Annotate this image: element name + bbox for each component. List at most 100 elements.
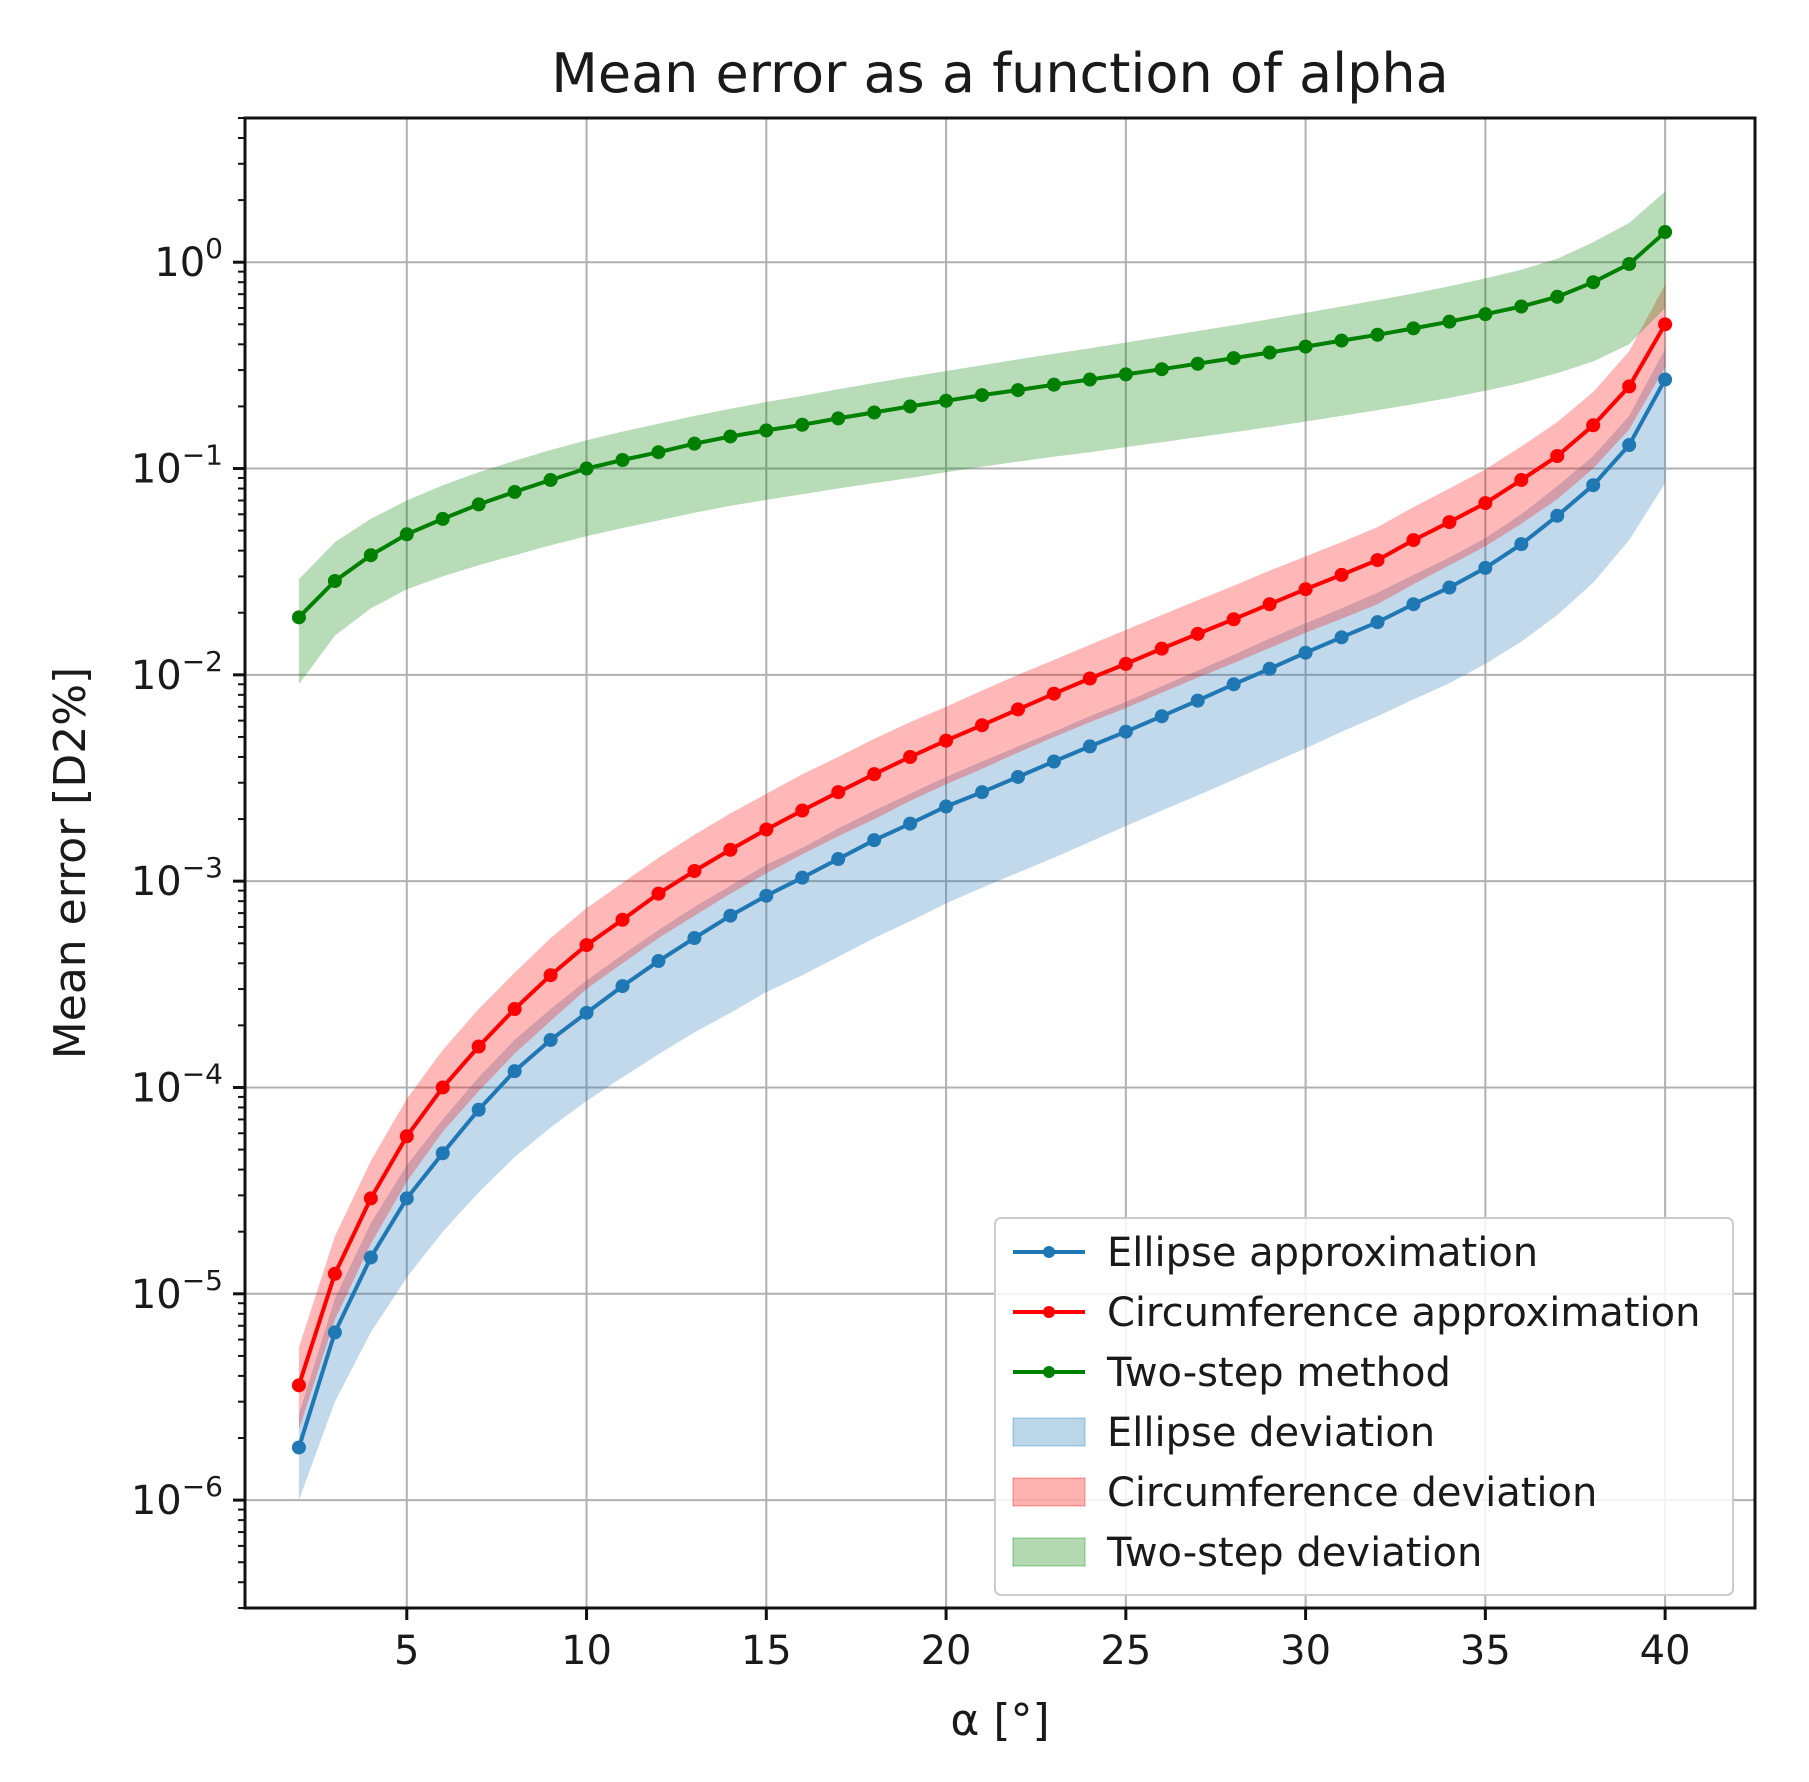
ellipse-approximation-point	[723, 908, 738, 923]
ellipse-approximation-point	[615, 979, 630, 994]
circumference-approximation-point	[939, 733, 954, 748]
ellipse-approximation-point	[507, 1064, 522, 1079]
ellipse-approximation-point	[543, 1032, 558, 1047]
circumference-approximation-point	[1082, 671, 1097, 686]
two-step-method-point	[1298, 339, 1313, 354]
legend-band-swatch	[1012, 1477, 1086, 1507]
ellipse-approximation-point	[1622, 438, 1637, 453]
deviation-bands	[298, 191, 1666, 1501]
ellipse-approximation-point	[1442, 580, 1457, 595]
circumference-approximation-point	[867, 767, 882, 782]
circumference-approximation-point	[651, 886, 666, 901]
circumference-approximation-point	[1478, 496, 1493, 511]
two-step-method-point	[651, 445, 666, 460]
two-step-method-point	[1658, 225, 1673, 240]
ellipse-approximation-point	[1514, 537, 1529, 552]
ellipse-approximation-point	[1010, 769, 1025, 784]
ellipse-approximation-point	[291, 1440, 306, 1455]
two-step-method-point	[1010, 383, 1025, 398]
legend-label: Ellipse deviation	[1107, 1410, 1435, 1456]
ellipse-approximation-point	[1478, 560, 1493, 575]
circumference-approximation-point	[1658, 317, 1673, 332]
circumference-approximation-point	[435, 1080, 450, 1095]
chart-title: Mean error as a function of alpha	[551, 42, 1449, 105]
circumference-approximation-point	[291, 1378, 306, 1393]
circumference-approximation-point	[1118, 656, 1133, 671]
ellipse-approximation-point	[1298, 645, 1313, 660]
two-step-method-point	[543, 472, 558, 487]
legend-marker	[1043, 1366, 1055, 1378]
two-step-method-point	[327, 574, 342, 589]
two-step-method-point	[507, 484, 522, 499]
two-step-method-point	[1082, 372, 1097, 387]
ellipse-approximation-point	[903, 816, 918, 831]
two-step-method-point	[1262, 345, 1277, 360]
two-step-method-point	[939, 393, 954, 408]
axis-ticks: 5 10 15 20 25 30 35 40 10−6 10−5 10−4 10−3 10−2 10−1 1…	[131, 117, 1691, 1674]
legend-box	[994, 1217, 1734, 1596]
legend-label: Circumference deviation	[1107, 1470, 1597, 1516]
legend-marker	[1043, 1246, 1055, 1258]
two-step-method-point	[471, 497, 486, 512]
y-tick-label: 10−1	[131, 439, 223, 493]
circumference-approximation-point	[1550, 449, 1565, 464]
ellipse-approximation-point	[1370, 615, 1385, 630]
two-step-method-point	[1550, 289, 1565, 304]
ellipse-approximation-point	[363, 1250, 378, 1265]
two-step-method-point	[291, 610, 306, 625]
two-step-method-point	[1334, 333, 1349, 348]
x-tick-label: 25	[1100, 1628, 1151, 1674]
ellipse-approximation-point	[1586, 478, 1601, 493]
ellipse-approximation-deviation-band	[298, 348, 1666, 1501]
ellipse-approximation-point	[1406, 597, 1421, 612]
circumference-approximation-point	[1046, 686, 1061, 701]
two-step-method-point	[1586, 275, 1601, 290]
circumference-approximation-point	[1010, 702, 1025, 717]
ellipse-approximation-point	[975, 785, 990, 800]
ellipse-approximation-point	[1334, 630, 1349, 645]
ellipse-approximation-point	[687, 931, 702, 946]
two-step-method-point	[1226, 351, 1241, 366]
two-step-method-point	[1118, 367, 1133, 382]
y-tick-label: 10−2	[131, 645, 223, 699]
x-tick-label: 15	[741, 1628, 792, 1674]
ellipse-approximation-point	[939, 799, 954, 814]
y-axis-label: Mean error [D2%]	[45, 667, 96, 1059]
circumference-approximation-point	[795, 803, 810, 818]
x-tick-label: 35	[1460, 1628, 1511, 1674]
two-step-method-point	[1370, 327, 1385, 342]
circumference-approximation-point	[975, 718, 990, 733]
circumference-approximation-point	[687, 864, 702, 879]
legend-band-swatch	[1012, 1537, 1086, 1567]
circumference-approximation-point	[723, 842, 738, 857]
ellipse-approximation-point	[1082, 739, 1097, 754]
plot-frame	[243, 116, 1757, 1610]
circumference-approximation-point	[1262, 597, 1277, 612]
ellipse-approximation-point	[327, 1325, 342, 1340]
x-tick-label: 5	[394, 1628, 419, 1674]
circumference-approximation-point	[1370, 553, 1385, 568]
circumference-approximation-point	[579, 938, 594, 953]
circumference-approximation-point	[507, 1002, 522, 1017]
circumference-approximation-point	[1442, 515, 1457, 530]
series-points	[291, 225, 1673, 1455]
two-step-method-point	[867, 405, 882, 420]
two-step-method-point	[759, 423, 774, 438]
circumference-approximation-point	[1406, 533, 1421, 548]
two-step-method-point	[795, 417, 810, 432]
circumference-approximation-point	[471, 1039, 486, 1054]
ellipse-approximation-point	[795, 870, 810, 885]
ellipse-approximation-point	[1226, 677, 1241, 692]
circumference-approximation-point	[327, 1266, 342, 1281]
y-tick-label: 10−5	[131, 1264, 223, 1318]
ellipse-approximation-point	[831, 852, 846, 867]
two-step-method-point	[975, 388, 990, 403]
circumference-approximation-point	[615, 912, 630, 927]
two-step-method-point	[579, 461, 594, 476]
circumference-approximation-point	[831, 785, 846, 800]
legend-band-swatch	[1012, 1417, 1086, 1447]
y-tick-label: 100	[154, 232, 223, 286]
ellipse-approximation-point	[1154, 709, 1169, 724]
